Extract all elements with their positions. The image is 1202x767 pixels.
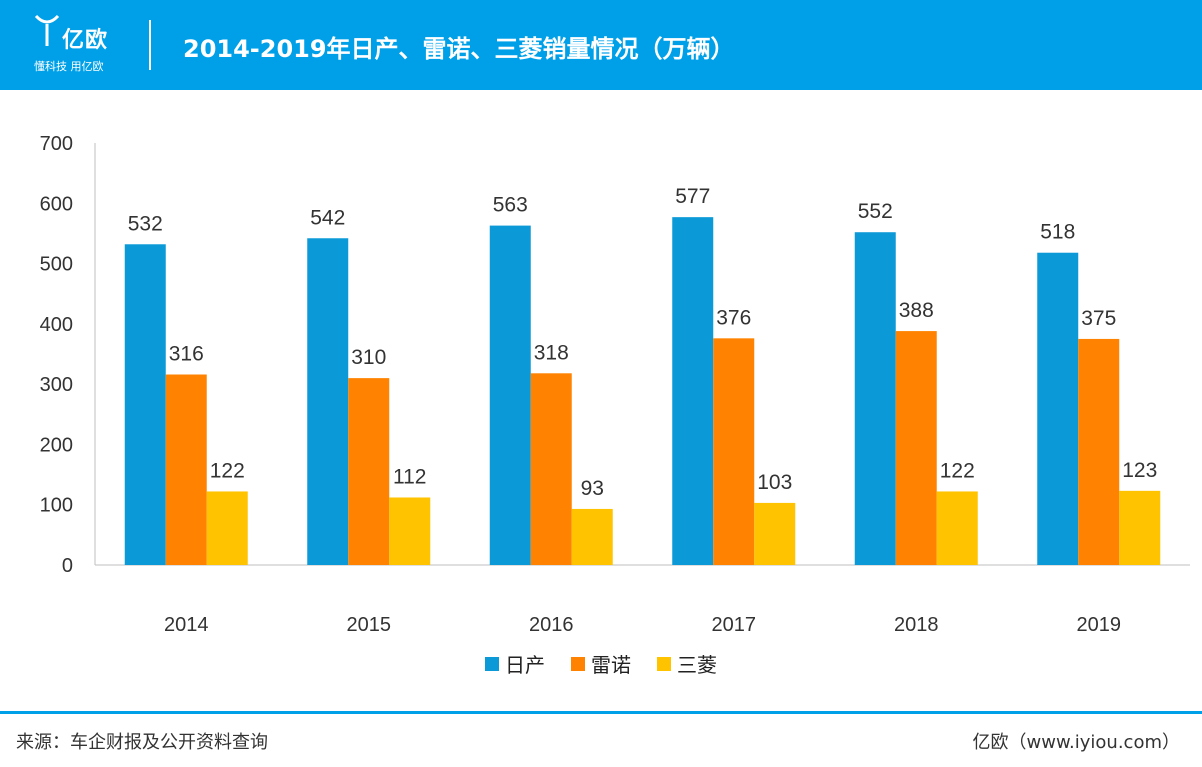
x-tick-label: 2016 (529, 614, 574, 636)
footer-divider (0, 711, 1202, 714)
bar (206, 491, 248, 565)
legend-item: 雷诺 (571, 649, 631, 678)
legend-label: 雷诺 (591, 653, 631, 677)
data-label: 552 (858, 200, 893, 223)
bar (1037, 252, 1079, 565)
bar (1119, 490, 1161, 565)
header-divider (149, 20, 151, 70)
data-label: 577 (675, 185, 710, 208)
legend-item: 日产 (485, 649, 545, 678)
brand-logo[interactable]: 亿欧 懂科技 用亿欧 (34, 14, 124, 76)
legend-swatch (657, 656, 671, 671)
data-label: 376 (716, 306, 751, 329)
bar (936, 491, 978, 565)
chart-legend: 日产 雷诺 三菱 (0, 649, 1202, 678)
x-tick-label: 2014 (164, 614, 209, 636)
x-tick-label: 2015 (347, 614, 392, 636)
data-label: 103 (757, 471, 792, 494)
data-label: 532 (128, 212, 163, 235)
bar (165, 374, 207, 565)
bar (348, 378, 390, 565)
y-tick-label: 500 (40, 254, 73, 276)
data-label: 316 (169, 342, 204, 365)
data-label: 375 (1081, 307, 1116, 330)
data-label: 122 (210, 459, 245, 482)
y-tick-label: 200 (40, 434, 73, 456)
y-tick-label: 700 (40, 133, 73, 155)
y-tick-label: 600 (40, 193, 73, 215)
bar-chart: 0 100 200 300 400 500 600 700 532 316 122 2014 542 31… (40, 133, 1190, 636)
legend-swatch (571, 656, 585, 671)
bar (754, 502, 796, 565)
y-tick-label: 0 (62, 555, 73, 577)
data-label: 542 (310, 206, 345, 229)
data-label: 112 (393, 465, 426, 488)
legend-label: 三菱 (677, 653, 717, 677)
data-label: 310 (351, 346, 386, 369)
bar (571, 508, 613, 565)
data-label: 93 (581, 477, 604, 500)
legend-label: 日产 (505, 653, 545, 677)
brand-name: 亿欧 (62, 28, 109, 53)
source-note: 来源：车企财报及公开资料查询 (16, 732, 268, 753)
data-label: 518 (1040, 221, 1075, 244)
logo-icon (34, 14, 60, 46)
bar (307, 238, 349, 565)
y-tick-label: 300 (40, 374, 73, 396)
legend-item: 三菱 (657, 649, 717, 678)
bar (530, 373, 572, 565)
website-note: 亿欧（www.iyiou.com） (972, 732, 1180, 753)
bar (389, 497, 431, 565)
y-tick-label: 100 (40, 495, 73, 517)
bar (489, 225, 531, 565)
x-tick-label: 2019 (1077, 614, 1122, 636)
x-tick-label: 2018 (894, 614, 939, 636)
bar (124, 244, 166, 565)
data-label: 318 (534, 341, 569, 364)
bar (713, 338, 755, 565)
header-banner: 亿欧 懂科技 用亿欧 2014-2019年日产、雷诺、三菱销量情况（万辆） (0, 0, 1202, 90)
x-tick-label: 2017 (712, 614, 757, 636)
bar (895, 331, 937, 565)
legend-swatch (485, 656, 499, 671)
bar (854, 232, 896, 566)
bar (672, 217, 714, 565)
data-label: 123 (1122, 459, 1157, 482)
brand-slogan: 懂科技 用亿欧 (34, 60, 104, 73)
bar (1078, 338, 1120, 565)
page-title: 2014-2019年日产、雷诺、三菱销量情况（万辆） (183, 35, 735, 63)
y-tick-label: 400 (40, 314, 73, 336)
data-label: 122 (940, 459, 975, 482)
data-label: 563 (493, 194, 528, 217)
data-label: 388 (899, 299, 934, 322)
